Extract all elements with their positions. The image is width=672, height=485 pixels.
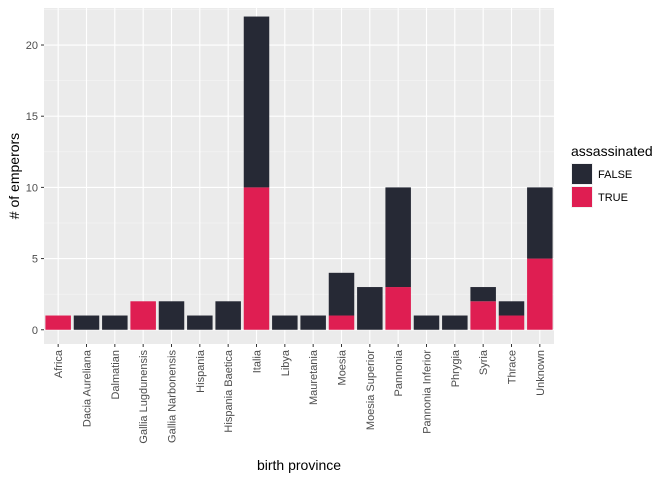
- x-tick-label: Moesia: [337, 349, 349, 385]
- y-tick-label: 15: [26, 111, 38, 123]
- bar-true: [130, 301, 156, 330]
- bar-false: [187, 315, 213, 330]
- y-tick-label: 20: [26, 40, 38, 52]
- x-tick-label: Dalmatian: [110, 350, 122, 400]
- bar-true: [243, 187, 270, 330]
- bar-false: [215, 301, 241, 330]
- bar-false: [527, 187, 553, 259]
- bar-false: [413, 315, 440, 330]
- legend-label: FALSE: [598, 169, 632, 181]
- bar-false: [272, 315, 298, 330]
- x-tick-label: Thrace: [507, 350, 519, 384]
- y-axis: 0 5 10 15 20: [26, 40, 44, 337]
- x-tick-label: Pannonia: [393, 349, 405, 396]
- x-tick-label: Pannonia Inferior: [422, 350, 434, 434]
- legend-key-swatch: [572, 164, 592, 184]
- x-tick-label: Hispania: [195, 349, 207, 393]
- x-tick-label: Africa: [53, 349, 65, 378]
- bar-false: [102, 315, 128, 330]
- bar-true: [470, 301, 496, 330]
- x-tick-label: Italia: [252, 349, 264, 373]
- bar-false: [357, 287, 383, 330]
- legend-title: assassinated: [571, 143, 653, 159]
- y-tick-label: 0: [32, 325, 38, 337]
- bar-false: [73, 315, 100, 330]
- legend-label: TRUE: [598, 192, 628, 204]
- x-tick-label: Libya: [280, 349, 292, 376]
- bar-true: [45, 315, 71, 330]
- x-tick-label: Unknown: [535, 350, 547, 396]
- bar-false: [300, 315, 326, 330]
- bar-false: [243, 16, 270, 188]
- x-tick-label: Mauretania: [308, 349, 320, 405]
- bar-false: [470, 287, 496, 302]
- bar-true: [527, 258, 553, 330]
- y-axis-title: # of emperors: [6, 133, 22, 219]
- bar-false: [442, 315, 468, 330]
- bar-false: [385, 187, 411, 288]
- bars: [45, 16, 553, 330]
- x-axis-title: birth province: [257, 457, 341, 473]
- x-tick-label: Hispania Baetica: [223, 349, 235, 432]
- x-tick-label: Gallia Lugdunensis: [138, 350, 150, 444]
- x-tick-label: Syria: [478, 349, 490, 375]
- x-tick-label: Phrygia: [450, 349, 462, 387]
- x-tick-label: Dacia Aureliana: [82, 349, 94, 427]
- x-tick-label: Gallia Narbonensis: [167, 350, 179, 443]
- bar-false: [158, 301, 185, 330]
- bar-true: [498, 315, 525, 330]
- legend-key-swatch: [572, 187, 592, 207]
- bar-false: [498, 301, 525, 316]
- legend: assassinated FALSE TRUE: [571, 143, 653, 208]
- plot-panel: [44, 8, 554, 344]
- bar-false: [328, 272, 355, 316]
- gridlines: [44, 8, 554, 344]
- bar-true: [328, 315, 355, 330]
- legend-items: FALSE TRUE: [571, 163, 632, 208]
- bar-true: [385, 287, 411, 330]
- x-tick-label: Moesia Superior: [365, 350, 377, 430]
- y-tick-label: 5: [32, 254, 38, 266]
- x-axis: Africa Dacia Aureliana Dalmatian Gallia Lug…: [53, 344, 547, 444]
- y-tick-label: 10: [26, 182, 38, 194]
